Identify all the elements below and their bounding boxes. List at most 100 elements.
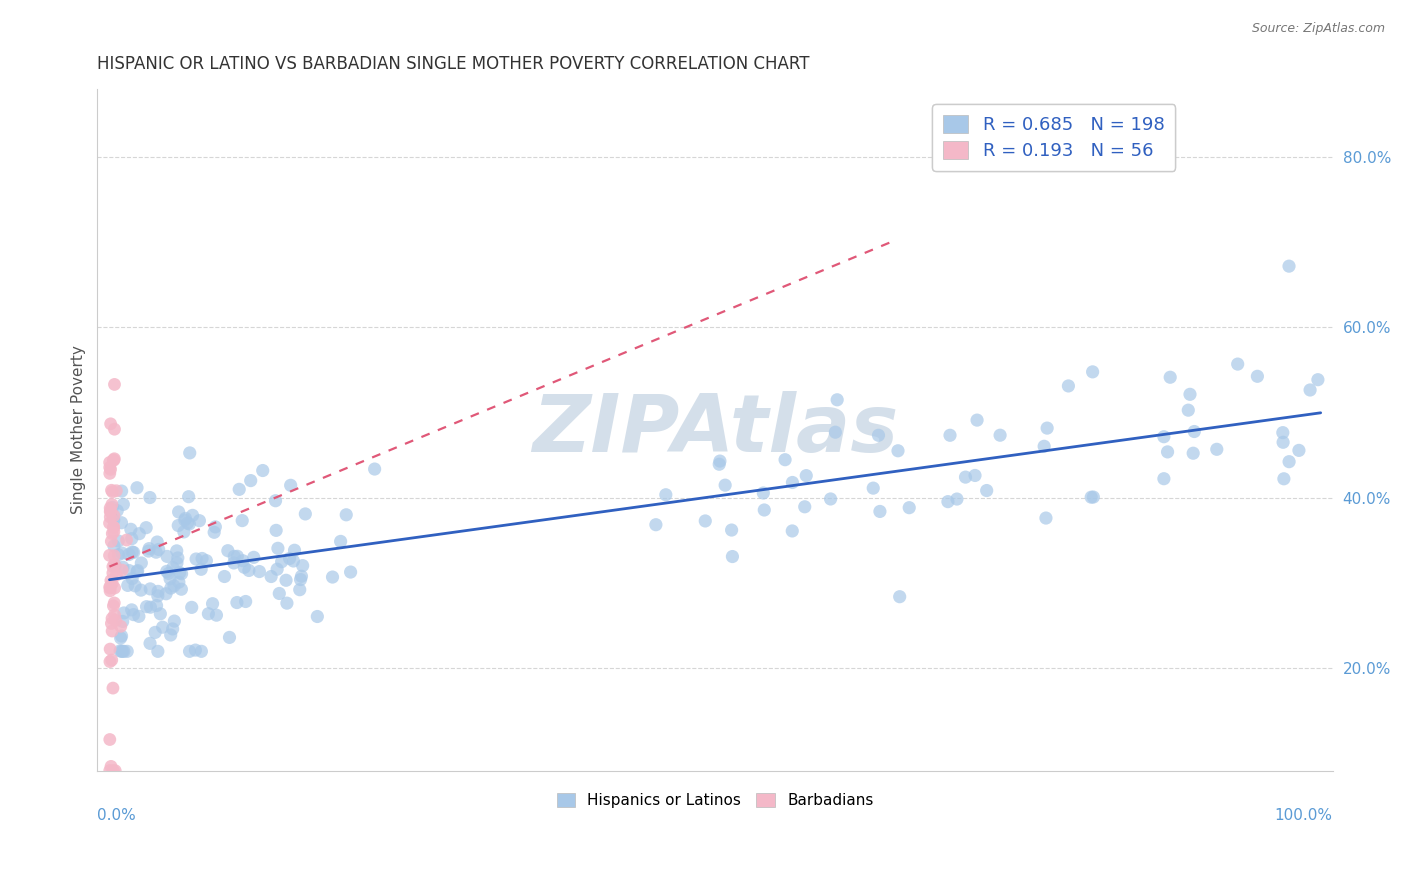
Point	[101, 484, 124, 499]
Point	[157, 566, 180, 581]
Point	[201, 597, 224, 611]
Point	[179, 516, 201, 531]
Point	[242, 550, 264, 565]
Point	[966, 413, 988, 427]
Point	[294, 507, 316, 521]
Point	[278, 551, 301, 566]
Point	[274, 574, 297, 588]
Point	[166, 556, 188, 570]
Point	[290, 573, 312, 587]
Point	[190, 562, 212, 576]
Point	[100, 483, 122, 498]
Y-axis label: Single Mother Poverty: Single Mother Poverty	[72, 345, 86, 514]
Point	[709, 454, 731, 468]
Text: 100.0%: 100.0%	[1275, 808, 1333, 823]
Point	[169, 566, 191, 580]
Point	[176, 516, 198, 530]
Point	[794, 468, 817, 483]
Point	[148, 542, 170, 557]
Point	[101, 566, 124, 580]
Point	[946, 491, 969, 506]
Point	[118, 548, 141, 562]
Point	[720, 523, 742, 537]
Point	[105, 483, 128, 498]
Point	[100, 462, 122, 476]
Point	[793, 500, 815, 514]
Point	[103, 451, 125, 466]
Point	[138, 544, 160, 558]
Point	[329, 534, 352, 549]
Point	[1182, 446, 1205, 460]
Point	[1080, 490, 1102, 504]
Point	[339, 565, 361, 579]
Point	[110, 619, 132, 633]
Point	[773, 452, 796, 467]
Point	[264, 524, 287, 538]
Point	[1033, 439, 1056, 453]
Point	[98, 580, 121, 594]
Point	[111, 546, 134, 560]
Point	[159, 628, 181, 642]
Point	[98, 583, 121, 598]
Point	[155, 587, 177, 601]
Point	[825, 392, 848, 407]
Point	[782, 475, 804, 490]
Point	[204, 520, 226, 534]
Point	[146, 589, 169, 603]
Point	[222, 556, 245, 570]
Point	[1272, 435, 1295, 450]
Point	[104, 614, 127, 628]
Point	[197, 607, 219, 621]
Point	[98, 764, 121, 778]
Point	[252, 463, 274, 477]
Point	[135, 521, 157, 535]
Point	[112, 644, 135, 658]
Point	[156, 565, 179, 579]
Point	[1306, 373, 1329, 387]
Point	[238, 564, 260, 578]
Point	[143, 625, 166, 640]
Point	[159, 572, 181, 586]
Point	[190, 644, 212, 658]
Point	[146, 644, 169, 658]
Point	[100, 574, 122, 588]
Point	[939, 428, 962, 442]
Point	[103, 520, 125, 534]
Point	[98, 460, 121, 475]
Point	[291, 558, 314, 573]
Point	[100, 653, 122, 667]
Point	[721, 549, 744, 564]
Point	[98, 510, 121, 524]
Point	[127, 564, 149, 578]
Point	[226, 596, 249, 610]
Point	[184, 552, 207, 566]
Point	[103, 764, 125, 778]
Point	[1278, 259, 1301, 273]
Point	[146, 535, 169, 549]
Point	[122, 607, 145, 622]
Point	[184, 643, 207, 657]
Point	[167, 505, 190, 519]
Point	[101, 611, 124, 625]
Point	[936, 494, 959, 508]
Point	[163, 614, 186, 628]
Point	[156, 549, 179, 564]
Point	[101, 498, 124, 512]
Point	[111, 644, 134, 658]
Point	[695, 514, 717, 528]
Point	[235, 594, 257, 608]
Point	[868, 428, 890, 442]
Point	[104, 581, 127, 595]
Point	[363, 462, 385, 476]
Point	[103, 596, 125, 610]
Point	[264, 493, 287, 508]
Point	[103, 422, 125, 436]
Point	[100, 504, 122, 518]
Point	[170, 582, 193, 597]
Point	[111, 484, 134, 499]
Point	[100, 534, 122, 549]
Point	[98, 581, 121, 595]
Point	[122, 545, 145, 559]
Point	[138, 541, 160, 556]
Point	[269, 586, 291, 600]
